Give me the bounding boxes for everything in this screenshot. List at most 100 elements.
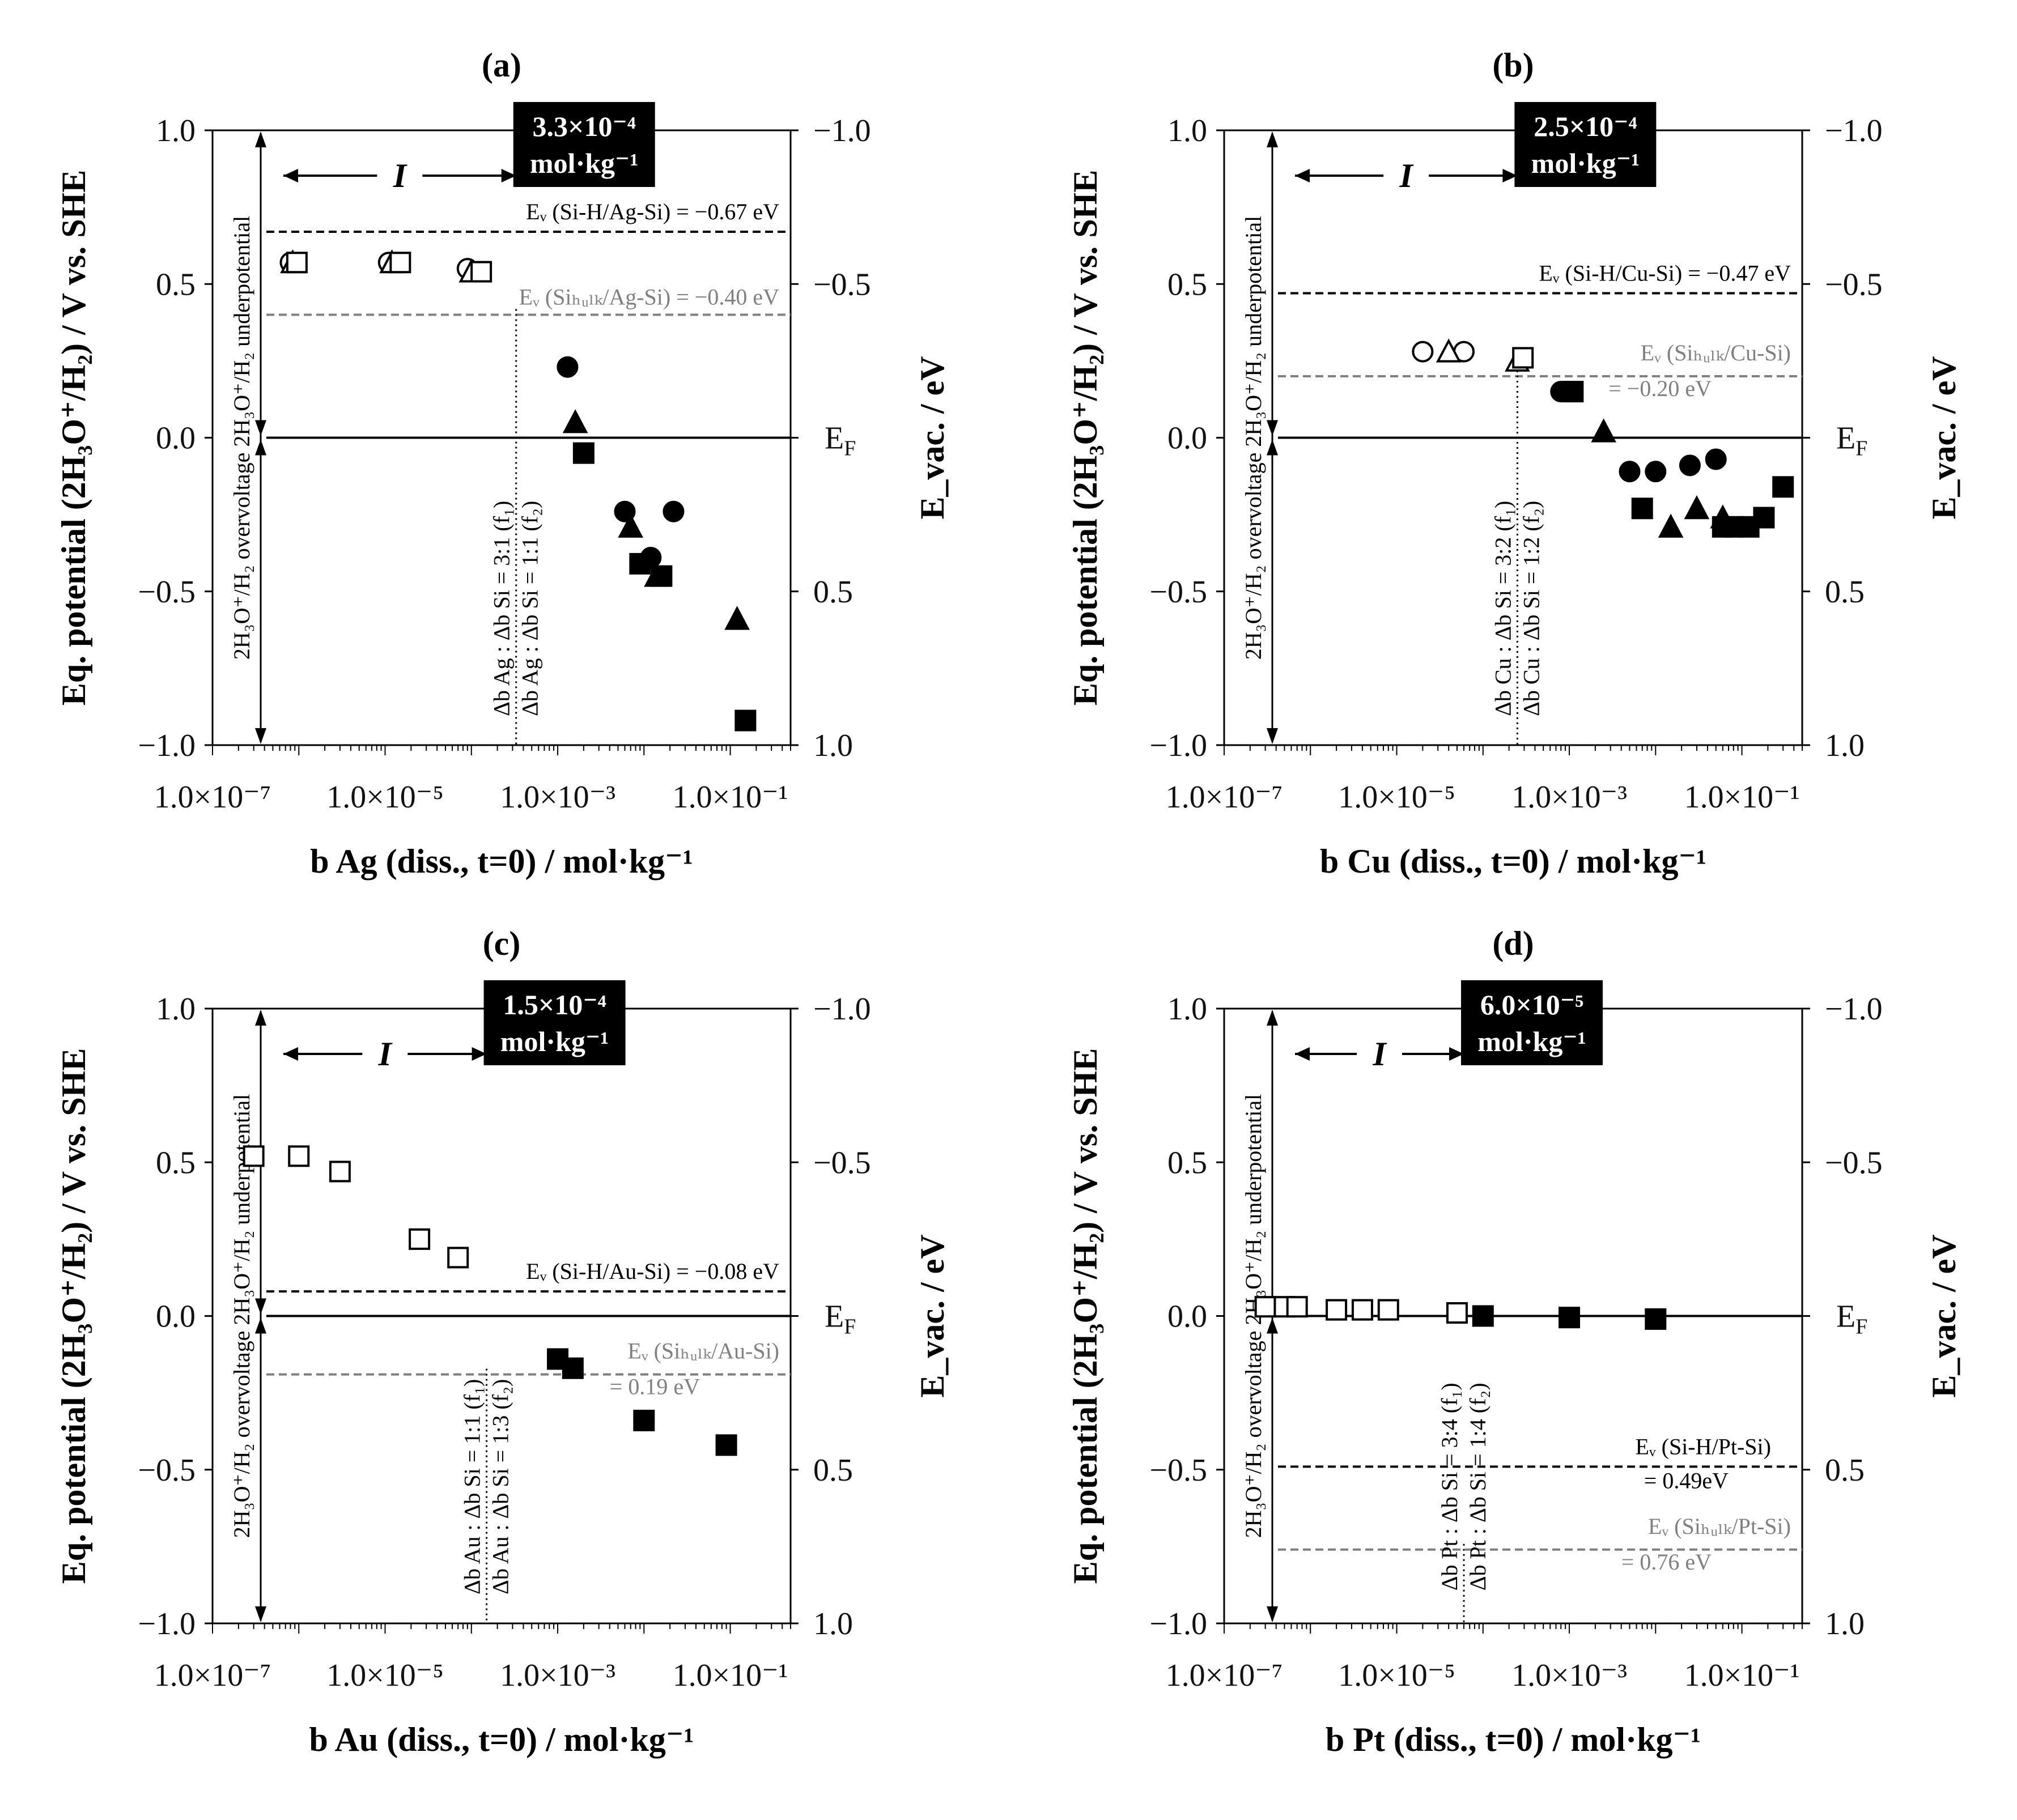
y-tick-label-right: −1.0 xyxy=(1825,992,1883,1027)
threshold-box-value: 1.5×10⁻⁴ xyxy=(503,989,606,1020)
threshold-box-unit: mol·kg⁻¹ xyxy=(1477,1026,1586,1057)
filled-square-marker xyxy=(633,1409,655,1431)
y-axis-label-right: E_vac. / eV xyxy=(1925,1234,1963,1397)
y-axis-label-right: E_vac. / eV xyxy=(914,356,951,519)
ev-label-1: Eᵥ (Si-H/Au-Si) = −0.08 eV xyxy=(526,1258,779,1284)
panel-d: (d) 1.0 −1.0 0.5 −0.5 0.0 EF −0.5 0.5 −1.0 1.0 1.0×… xyxy=(1067,925,1963,1758)
y-tick-label-right: 0.5 xyxy=(813,1453,853,1488)
x-axis-label: b Ag (diss., t=0) / mol·kg⁻¹ xyxy=(310,843,693,880)
y-tick-label-right: −1.0 xyxy=(813,113,871,148)
ev-label-2b: = 0.76 eV xyxy=(1621,1549,1712,1575)
threshold-box-value: 2.5×10⁻⁴ xyxy=(1534,110,1637,142)
x-tick-label: 1.0×10⁻⁷ xyxy=(1166,1658,1283,1693)
y-tick-label-left: −1.0 xyxy=(138,728,196,763)
y-tick-label-left: −1.0 xyxy=(1149,728,1207,763)
x-tick-label: 1.0×10⁻¹ xyxy=(1684,780,1800,815)
threshold-box-unit: mol·kg⁻¹ xyxy=(530,147,638,179)
region-label: I xyxy=(1399,157,1415,194)
open-square-marker xyxy=(329,1160,351,1183)
filled-square-marker xyxy=(1753,507,1775,529)
y-axis-label-left: Eq. potential (2H₃O⁺/H₂) / V vs. SHE xyxy=(55,170,92,706)
y-tick-label-left: −1.0 xyxy=(138,1606,196,1642)
open-square-marker xyxy=(1377,1299,1399,1321)
panel-title: (d) xyxy=(1492,925,1534,962)
panel-a: (a) 1.0 −1.0 0.5 −0.5 0.0 EF −0.5 0.5 −1.0 1.0 1.0×… xyxy=(55,46,951,880)
filled-triangle-marker xyxy=(724,606,750,630)
open-square-marker xyxy=(389,252,411,274)
arrowhead-icon xyxy=(255,1010,266,1026)
x-tick-label: 1.0×10⁻⁵ xyxy=(1338,1658,1455,1693)
x-tick-label: 1.0×10⁻⁵ xyxy=(326,1658,444,1693)
y-axis-label-left: Eq. potential (2H₃O⁺/H₂) / V vs. SHE xyxy=(1067,1048,1104,1584)
open-square-marker xyxy=(1326,1299,1348,1321)
y-tick-label-left: 1.0 xyxy=(156,992,196,1027)
arrowhead-icon xyxy=(1295,169,1310,182)
filled-triangle-marker xyxy=(1658,513,1684,538)
x-tick-label: 1.0×10⁻³ xyxy=(500,1658,615,1693)
arrowhead-icon xyxy=(501,169,516,182)
filled-square-marker xyxy=(715,1434,737,1456)
ef-sub: F xyxy=(844,1315,856,1339)
ev-label-2b: = −0.20 eV xyxy=(1608,376,1712,401)
threshold-box xyxy=(483,980,626,1065)
arrowhead-icon xyxy=(1267,439,1278,456)
threshold-box xyxy=(1514,102,1657,187)
x-axis-label: b Au (diss., t=0) / mol·kg⁻¹ xyxy=(309,1721,694,1758)
filled-triangle-marker xyxy=(562,409,588,433)
threshold-box-unit: mol·kg⁻¹ xyxy=(1531,147,1640,179)
y-tick-label-left: 0.5 xyxy=(1167,267,1207,302)
y-tick-label-right: −1.0 xyxy=(813,992,871,1027)
x-tick-label: 1.0×10⁻⁷ xyxy=(154,1658,271,1693)
arrowhead-icon xyxy=(283,169,298,182)
open-square-marker xyxy=(1254,1296,1276,1318)
threshold-box-unit: mol·kg⁻¹ xyxy=(500,1026,609,1057)
y-tick-label-left: −0.5 xyxy=(138,1453,196,1488)
y-tick-label-left: 1.0 xyxy=(156,113,196,148)
x-tick-label: 1.0×10⁻⁷ xyxy=(154,780,271,815)
panel-title: (a) xyxy=(482,46,521,84)
x-tick-label: 1.0×10⁻⁵ xyxy=(1338,780,1455,815)
open-square-marker xyxy=(1446,1302,1468,1324)
filled-square-marker xyxy=(1645,1308,1667,1330)
y-tick-label-right: −0.5 xyxy=(813,1145,871,1180)
arrowhead-icon xyxy=(472,1047,487,1061)
y-tick-label-right: −1.0 xyxy=(1825,113,1883,148)
overvoltage-label: 2H₃O⁺/H₂ overvoltage 2H₃O⁺/H₂ underpoten… xyxy=(229,1094,254,1538)
open-square-marker xyxy=(1512,347,1534,369)
arrowhead-icon xyxy=(1267,1317,1278,1334)
arrowhead-icon xyxy=(255,131,266,147)
arrowhead-icon xyxy=(1267,131,1278,147)
arrowhead-icon xyxy=(1267,1606,1278,1622)
x-axis-label: b Pt (diss., t=0) / mol·kg⁻¹ xyxy=(1326,1721,1701,1758)
ev-label-1: Eᵥ (Si-H/Pt-Si) xyxy=(1635,1434,1771,1459)
y-tick-label-left: 1.0 xyxy=(1167,992,1207,1027)
open-square-marker xyxy=(243,1145,265,1167)
threshold-box xyxy=(1461,980,1603,1065)
y-tick-label-right: −0.5 xyxy=(1825,1145,1883,1180)
filled-square-marker xyxy=(629,552,651,575)
arrowhead-icon xyxy=(1295,1047,1310,1061)
y-tick-label-right: 0.5 xyxy=(1825,1453,1865,1488)
x-tick-label: 1.0×10⁻³ xyxy=(1511,780,1627,815)
filled-square-marker xyxy=(1472,1305,1494,1327)
ratio-label-f2: Δb Au : Δb Si = 1:3 (f₂) xyxy=(488,1379,513,1594)
filled-square-marker xyxy=(1562,381,1584,403)
filled-triangle-marker xyxy=(618,513,644,538)
ratio-label-f1: Δb Pt : Δb Si = 3:4 (f₁) xyxy=(1437,1383,1462,1591)
x-tick-label: 1.0×10⁻⁵ xyxy=(326,780,444,815)
y-tick-label-left: −0.5 xyxy=(1149,575,1207,610)
arrowhead-icon xyxy=(283,1047,298,1061)
x-axis-label: b Cu (diss., t=0) / mol·kg⁻¹ xyxy=(1320,843,1706,880)
open-square-marker xyxy=(409,1228,431,1250)
open-triangle-marker xyxy=(1436,338,1462,363)
arrowhead-icon xyxy=(255,1606,266,1622)
open-square-marker xyxy=(286,252,308,274)
ratio-label-f2: Δb Ag : Δb Si = 1:1 (f₂) xyxy=(517,501,543,716)
y-tick-label-left: −1.0 xyxy=(1149,1606,1207,1642)
y-tick-label-left: 0.5 xyxy=(1167,1145,1207,1180)
ev-label-1b: = 0.49eV xyxy=(1644,1468,1729,1493)
ratio-label-f2: Δb Pt : Δb Si = 1:4 (f₂) xyxy=(1465,1383,1491,1591)
y-tick-label-right: 1.0 xyxy=(813,1606,853,1642)
ev-label-1: Eᵥ (Si-H/Cu-Si) = −0.47 eV xyxy=(1539,261,1791,286)
ef-main: E xyxy=(1836,1299,1855,1334)
